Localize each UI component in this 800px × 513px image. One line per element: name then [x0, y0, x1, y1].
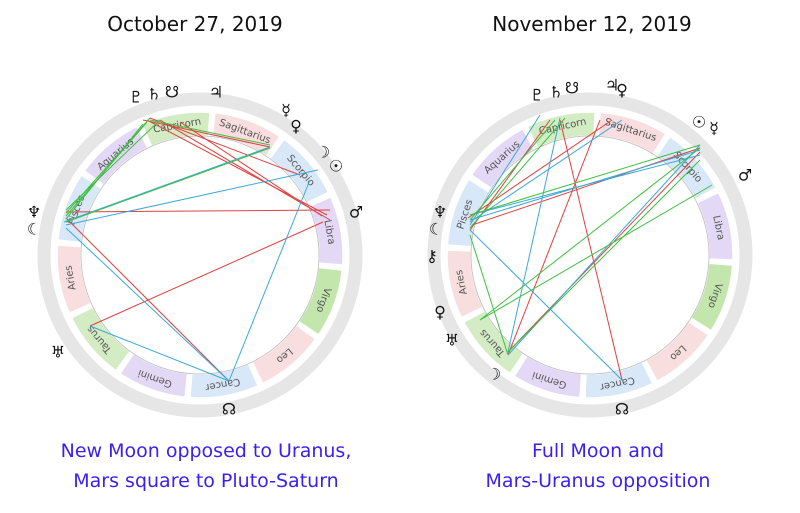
left-caption: New Moon opposed to Uranus, Mars square … — [26, 436, 386, 496]
aspect-line-green — [469, 234, 509, 356]
aspect-line-red — [507, 151, 701, 353]
aspect-line-blue — [228, 179, 311, 382]
planet-mars-icon: ♂ — [738, 166, 752, 185]
left-natal-wheel: CapricornAquariusPiscesAriesTaurusGemini… — [27, 83, 363, 419]
planet-moon-icon: ☾ — [27, 220, 41, 239]
aspect-line-green — [65, 147, 271, 223]
planet-south-node-icon: ☋ — [565, 79, 579, 98]
aspect-line-red — [559, 119, 623, 381]
planet-neptune-icon: ♆ — [433, 203, 447, 222]
aspect-line-blue — [507, 117, 561, 353]
inner-circle — [80, 135, 320, 375]
aspect-line-red — [65, 217, 230, 382]
aspect-line-blue — [469, 119, 623, 223]
aspect-lines — [467, 114, 713, 381]
aspect-line-green — [65, 123, 144, 220]
planet-mercury-icon: ☿ — [709, 119, 719, 138]
aspect-line-red — [159, 119, 331, 221]
aspect-line-blue — [469, 149, 701, 221]
planet-saturn-icon: ♄ — [549, 83, 563, 102]
aspect-line-green — [65, 117, 151, 214]
planet-pluto-icon: ♇ — [129, 88, 143, 107]
planet-venus-icon: ♀ — [616, 81, 628, 100]
planet-mars-icon: ♂ — [349, 203, 363, 222]
aspect-line-green — [479, 147, 701, 321]
right-natal-wheel: CapricornAquariusPiscesAriesTaurusGemini… — [426, 76, 753, 419]
planet-north-node-icon: ☊ — [615, 400, 629, 419]
sign-label-aries: Aries — [454, 269, 470, 296]
aspect-line-green — [479, 184, 713, 321]
planet-venus-icon: ♀ — [290, 117, 302, 136]
right-chart-title: November 12, 2019 — [492, 12, 692, 36]
planet-neptune-icon: ♆ — [27, 203, 41, 222]
aspect-line-red — [89, 221, 324, 327]
aspect-line-blue — [89, 325, 230, 382]
aspect-line-green — [469, 117, 566, 229]
planet-ceres-icon: ♀ — [434, 303, 446, 322]
aspect-line-blue — [65, 227, 230, 382]
planet-saturn-icon: ♄ — [147, 85, 161, 104]
planet-moon-icon: ☾ — [429, 220, 443, 239]
right-caption-line-2: Mars-Uranus opposition — [485, 470, 711, 492]
outer-ring — [427, 92, 753, 418]
aspect-line-red — [149, 117, 301, 176]
left-caption-line-1: New Moon opposed to Uranus, — [60, 440, 352, 462]
planet-moon-icon: ☽ — [316, 143, 330, 162]
aspect-line-red — [471, 147, 701, 226]
planet-uranus-icon: ♅ — [445, 331, 459, 350]
aspect-line-red — [179, 121, 323, 217]
aspect-line-red — [65, 209, 331, 213]
aspect-line-green — [469, 144, 701, 216]
planet-north-node-icon: ☊ — [222, 400, 236, 419]
planet-jupiter-icon: ♃ — [209, 83, 223, 102]
inner-circle — [470, 135, 710, 375]
left-caption-line-2: Mars square to Pluto-Saturn — [73, 470, 339, 492]
sign-label-aries: Aries — [63, 264, 78, 291]
aspect-lines — [63, 117, 331, 382]
right-caption: Full Moon and Mars-Uranus opposition — [418, 436, 778, 496]
planet-jupiter-icon: ♃ — [605, 76, 619, 95]
planet-mercury-icon: ☿ — [281, 101, 291, 120]
planet-sun-icon: ☉ — [329, 157, 343, 176]
aspect-line-red — [467, 119, 613, 219]
planet-moon-icon: ☽ — [487, 365, 501, 384]
left-chart-title: October 27, 2019 — [107, 12, 283, 36]
sign-label-libra: Libra — [710, 214, 726, 241]
aspect-line-blue — [469, 229, 623, 381]
aspect-line-red — [142, 119, 271, 148]
sign-label-libra: Libra — [321, 219, 336, 245]
right-caption-line-1: Full Moon and — [532, 440, 664, 462]
aspect-line-green — [507, 159, 701, 353]
aspect-line-blue — [65, 169, 319, 226]
aspect-line-red — [507, 119, 601, 356]
planet-sun-icon: ☉ — [692, 113, 706, 132]
planet-uranus-icon: ♅ — [51, 343, 65, 362]
planet-chiron-icon: ⚷ — [426, 247, 438, 266]
outer-ring — [37, 92, 363, 418]
planet-pluto-icon: ♇ — [530, 86, 544, 105]
aspect-line-green — [149, 119, 271, 146]
aspect-line-blue — [63, 146, 271, 223]
aspect-line-green — [469, 119, 556, 221]
planet-south-node-icon: ☋ — [165, 83, 179, 102]
